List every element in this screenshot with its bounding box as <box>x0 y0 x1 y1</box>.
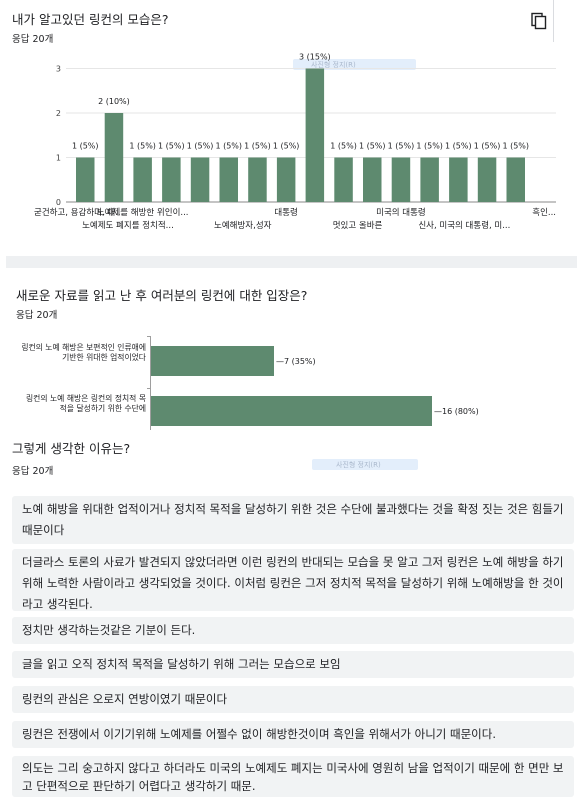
bar-value-label: 1 (5%) <box>330 142 357 151</box>
answer-item: 노예 해방을 위대한 업적이거나 정치적 목적을 달성하기 위한 것은 수단에 … <box>12 496 574 544</box>
y-tick-label: 3 <box>56 65 61 74</box>
bar-value-label: 1 (5%) <box>158 142 185 151</box>
panel-edge <box>553 0 554 42</box>
chart2-bar-1 <box>151 346 274 376</box>
bar <box>276 157 296 202</box>
bar-value-label: 1 (5%) <box>187 142 214 151</box>
x-tick-label: 멋있고 올바른 <box>333 220 383 231</box>
bar <box>76 157 95 202</box>
chart2-category-1: 링컨의 노예 해방은 보편적인 인류애에 기반한 위대한 업적이었다 <box>21 343 146 362</box>
answer-item: 의도는 그리 숭고하지 않다고 하더라도 미국의 노예제도 폐지는 미국사에 영… <box>12 756 574 797</box>
x-tick-label: 노예제를 해방한 위인이... <box>97 207 189 218</box>
answer-item: 글을 읽고 오직 정치적 목적을 달성하기 위해 그러는 모습으로 보임 <box>12 651 574 678</box>
bar-value-label: 1 (5%) <box>388 142 415 151</box>
x-tick-label: 노예해방자,성자 <box>214 220 272 231</box>
bar-value-label: 1 (5%) <box>359 142 386 151</box>
chart2-tick <box>147 336 151 337</box>
y-tick-label: 0 <box>56 198 61 207</box>
answer-item: 링컨은 전쟁에서 이기기위해 노예제를 어쩔수 없이 해방한것이며 흑인을 위해… <box>12 721 574 748</box>
chart2-value-1: —7 (35%) <box>276 357 316 366</box>
bar-value-label: 1 (5%) <box>445 142 472 151</box>
bar-value-label: 1 (5%) <box>474 142 501 151</box>
x-tick-label: 노예제도 폐지를 정치적... <box>82 220 174 231</box>
tooltip-2: 사진형 정지(R) <box>312 459 418 470</box>
bar <box>334 157 353 202</box>
response-count-1: 응답 20개 <box>12 34 54 45</box>
bar <box>104 113 124 202</box>
bar-value-label: 1 (5%) <box>273 142 300 151</box>
response-count-2: 응답 20개 <box>16 310 58 321</box>
copy-chart-icon[interactable] <box>530 12 548 30</box>
chart2-axis <box>150 336 151 438</box>
chart2-category-2: 링컨의 노예 해방은 링컨의 정치적 목적을 달성하기 위한 수단에 <box>26 394 146 413</box>
answer-item: 링컨의 관심은 오로지 연방이였기 때문이다 <box>12 686 574 713</box>
question-title-3: 그렇게 생각한 이유는? <box>12 441 131 456</box>
bar <box>248 157 267 202</box>
x-tick-label: 흑인... <box>532 207 556 218</box>
question-3-header <box>0 430 583 476</box>
chart2-value-2: —16 (80%) <box>434 407 479 416</box>
bar <box>420 157 439 202</box>
x-tick-label: 신사, 미국의 대통령, 미... <box>418 220 510 231</box>
section-divider <box>6 256 577 268</box>
question-title-1: 내가 알고있던 링컨의 모습은? <box>12 12 169 27</box>
bar <box>391 157 411 202</box>
bar <box>133 157 152 202</box>
bar-value-label: 1 (5%) <box>502 142 529 151</box>
y-tick-label: 1 <box>56 154 61 163</box>
answer-item: 더글라스 토론의 사료가 발견되지 않았더라면 이런 링컨의 반대되는 모습을 … <box>12 549 574 611</box>
x-tick-label: 대통령 <box>274 207 297 218</box>
bar-value-label: 1 (5%) <box>129 142 156 151</box>
bar-value-label: 1 (5%) <box>215 142 242 151</box>
response-count-3: 응답 20개 <box>12 466 54 477</box>
bar <box>506 157 525 202</box>
tooltip-1: 사진형 정지(R) <box>293 59 416 70</box>
bar-value-label: 1 (5%) <box>416 142 443 151</box>
x-tick-label: 굳건하고, 용감하며, 대... <box>34 207 123 218</box>
bar-value-label: 1 (5%) <box>72 142 99 151</box>
y-tick-label: 2 <box>56 109 61 118</box>
answer-item: 정치만 생각하는것같은 기분이 든다. <box>12 617 574 644</box>
chart2-tick <box>147 388 151 389</box>
bar <box>162 157 181 202</box>
bar <box>449 157 468 202</box>
bar-value-label: 3 (15%) <box>299 53 331 62</box>
bar <box>219 157 238 202</box>
bar <box>363 157 382 202</box>
bar <box>190 157 210 202</box>
chart2-bar-2 <box>151 396 432 426</box>
bar <box>477 157 497 202</box>
bar-value-label: 2 (10%) <box>98 97 130 106</box>
x-tick-label: 미국의 대통령 <box>376 207 426 218</box>
bar <box>305 68 325 202</box>
bar-value-label: 1 (5%) <box>244 142 271 151</box>
question-title-2: 새로운 자료를 읽고 난 후 여러분의 링컨에 대한 입장은? <box>16 288 308 303</box>
